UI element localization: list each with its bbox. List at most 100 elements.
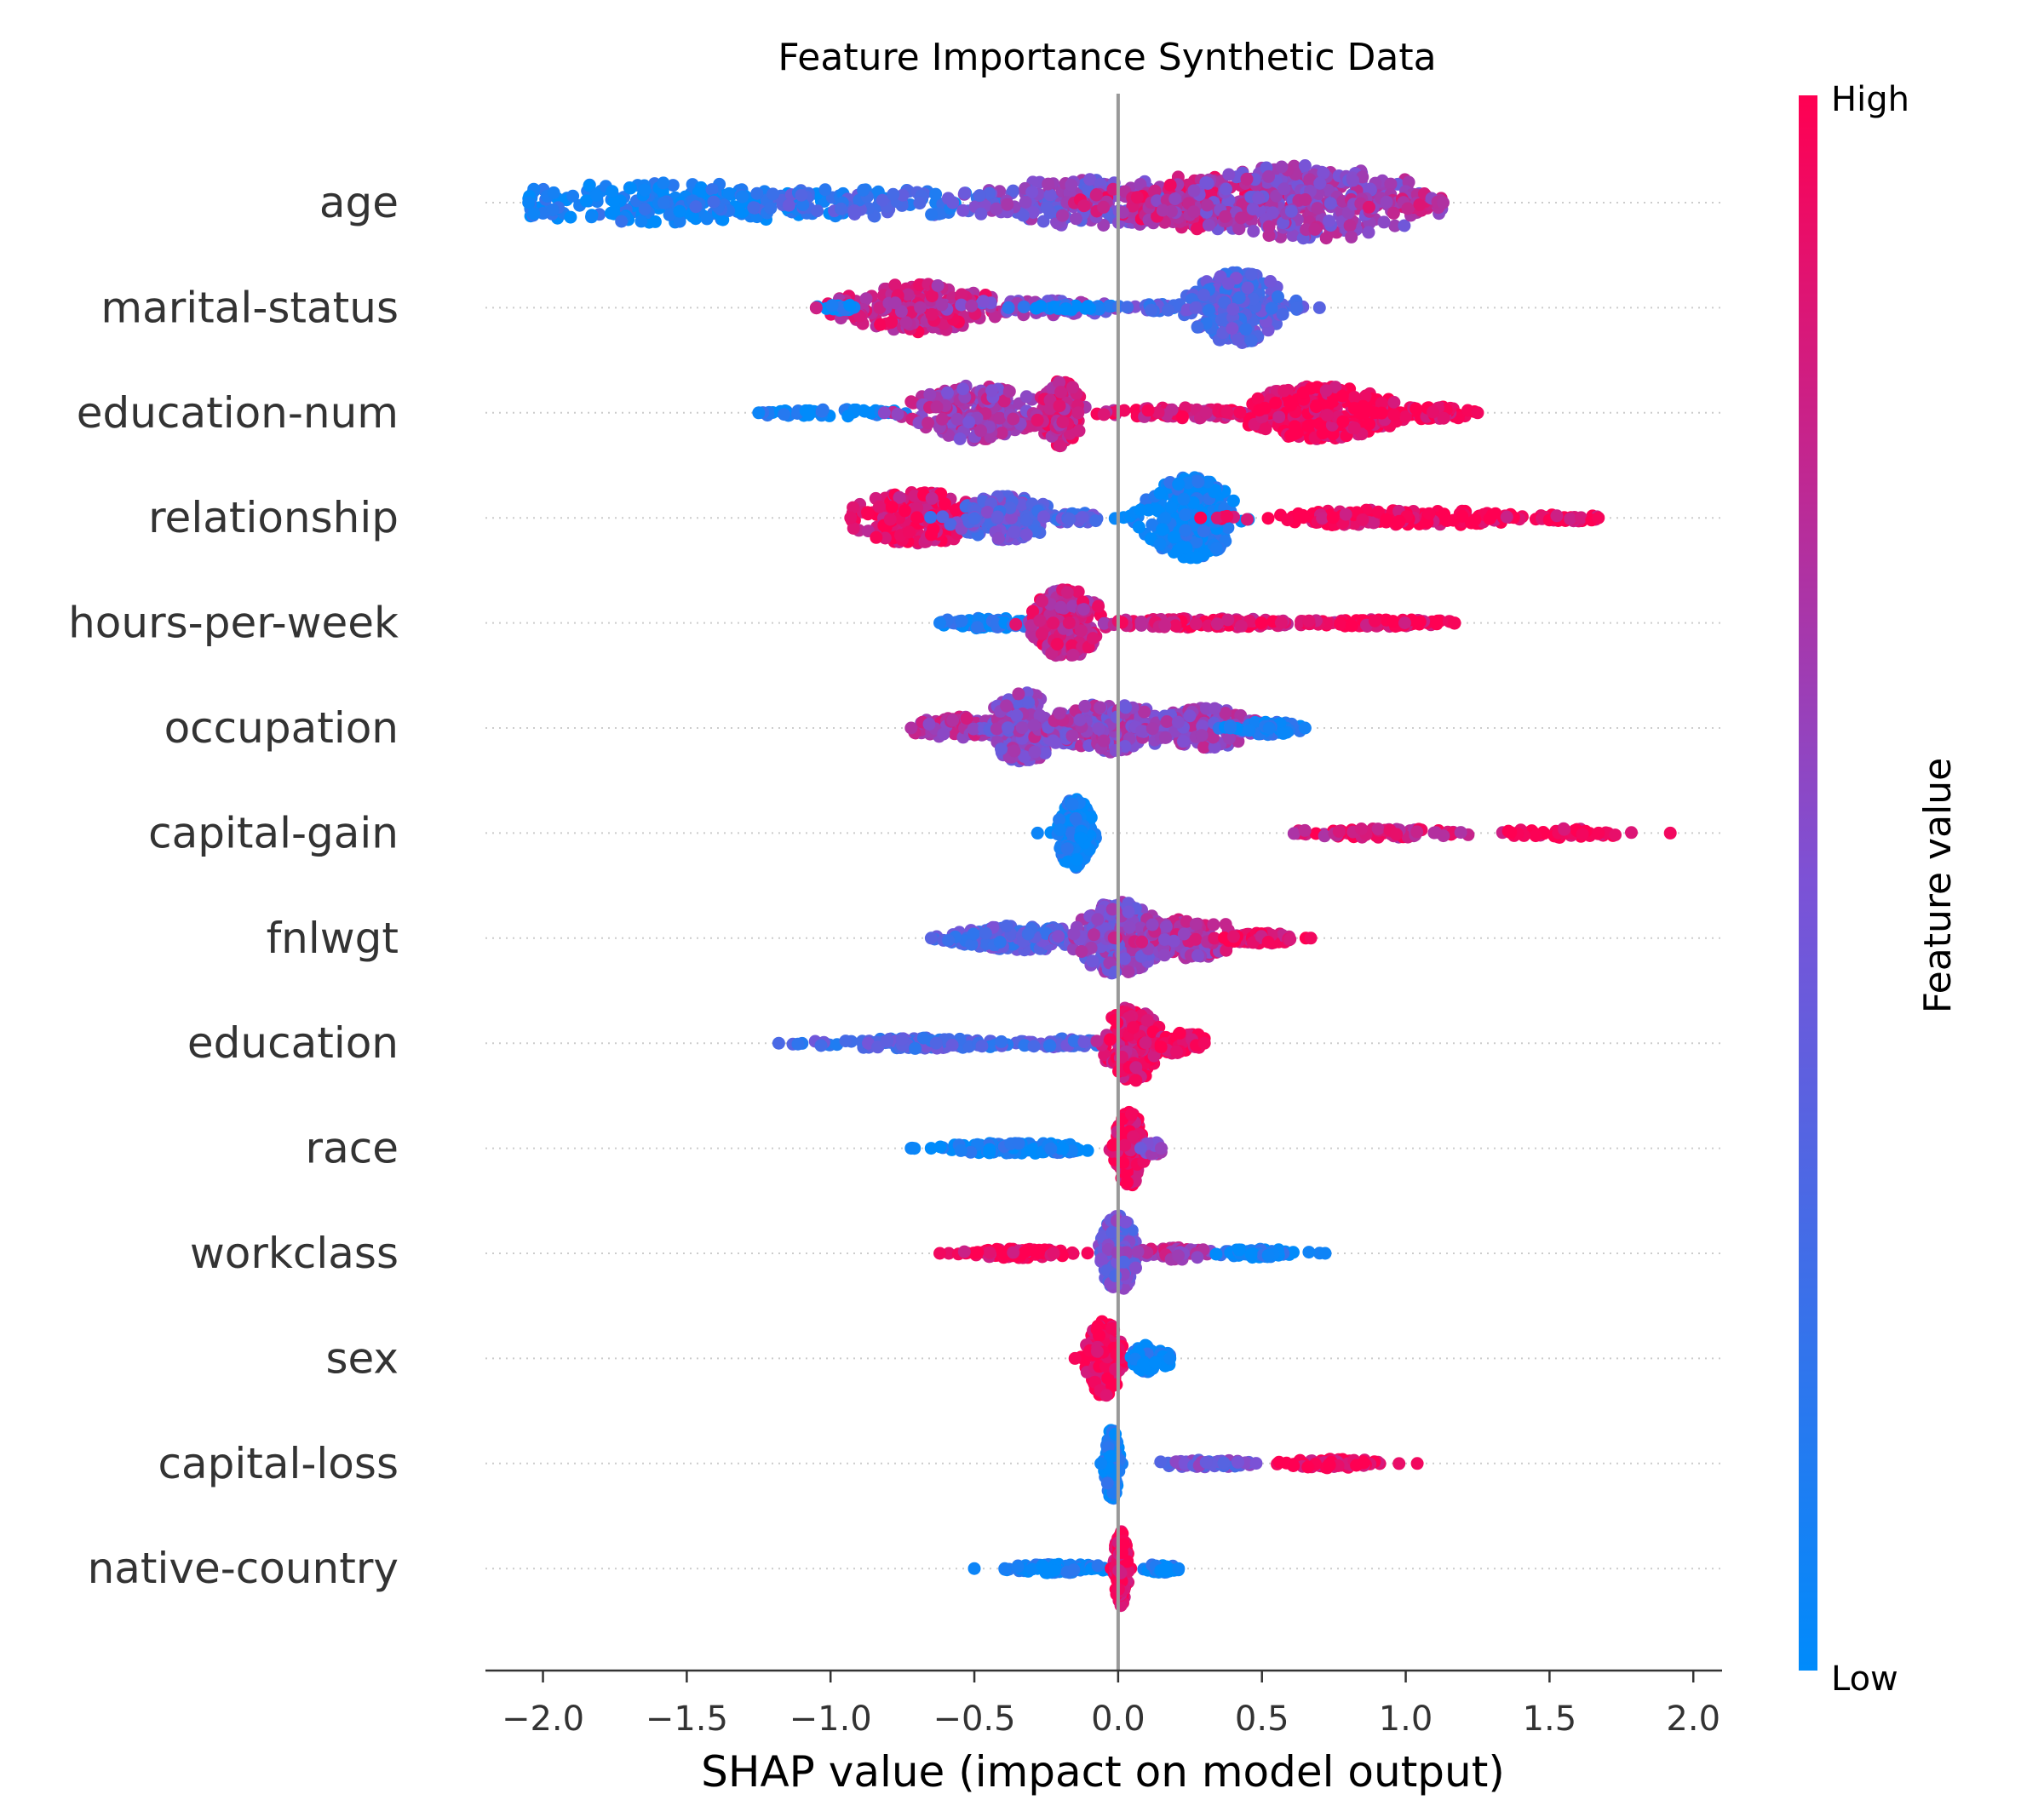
feature-label-race: race xyxy=(306,1124,399,1173)
shap-point xyxy=(1255,616,1268,629)
shap-point xyxy=(1253,404,1266,416)
shap-point xyxy=(1309,223,1322,236)
shap-point xyxy=(1134,504,1147,517)
shap-point xyxy=(1077,511,1089,524)
shap-point xyxy=(887,188,899,201)
shap-point xyxy=(1056,416,1069,428)
shap-point xyxy=(892,408,904,421)
feature-label-workclass: workclass xyxy=(190,1229,399,1278)
shap-point xyxy=(1625,826,1638,839)
shap-point xyxy=(1138,706,1151,719)
shap-point xyxy=(1210,542,1223,554)
shap-point xyxy=(1226,303,1239,316)
shap-point xyxy=(1323,215,1335,227)
shap-point xyxy=(1355,823,1368,835)
shap-point xyxy=(1226,322,1238,335)
shap-point xyxy=(1177,735,1190,748)
shap-point xyxy=(1327,511,1340,524)
feature-label-education: education xyxy=(187,1018,399,1068)
shap-point xyxy=(985,384,998,397)
shap-point xyxy=(1044,188,1057,201)
shap-point xyxy=(946,714,959,726)
shap-point xyxy=(995,742,1008,755)
shap-point xyxy=(1042,178,1054,191)
shap-point xyxy=(848,204,861,217)
shap-point xyxy=(1200,406,1213,419)
shap-point xyxy=(1071,853,1083,866)
shap-point xyxy=(992,532,1005,545)
shap-point xyxy=(590,189,603,202)
shap-point xyxy=(1233,291,1246,304)
shap-point xyxy=(1423,507,1436,520)
shap-point xyxy=(1263,722,1276,735)
shap-point xyxy=(1381,513,1394,526)
feature-label-hours-per-week: hours-per-week xyxy=(68,599,399,648)
shap-point xyxy=(1161,715,1174,728)
shap-point xyxy=(1235,212,1248,225)
shap-point xyxy=(956,204,969,217)
shap-point xyxy=(1018,301,1031,313)
shap-point xyxy=(1087,632,1100,645)
shap-point xyxy=(1333,825,1346,838)
shap-point xyxy=(1357,400,1369,413)
shap-point xyxy=(1203,304,1215,317)
shap-point xyxy=(802,409,815,421)
shap-point xyxy=(1074,832,1087,845)
shap-point xyxy=(886,501,899,513)
shap-point xyxy=(606,185,618,198)
shap-point xyxy=(1222,278,1235,290)
shap-point xyxy=(1066,798,1079,811)
shap-point xyxy=(1047,735,1059,748)
shap-point xyxy=(923,718,936,731)
shap-point xyxy=(1054,399,1066,412)
shap-point xyxy=(1336,416,1349,428)
shap-point xyxy=(1070,212,1082,225)
feature-label-capital-gain: capital-gain xyxy=(148,808,399,857)
shap-point xyxy=(1393,515,1406,528)
shap-point xyxy=(783,199,795,212)
shap-point xyxy=(1028,746,1041,759)
shap-point xyxy=(1172,478,1185,490)
shap-point xyxy=(1288,827,1300,840)
shap-point xyxy=(1363,201,1375,214)
shap-point xyxy=(639,203,652,215)
shap-point xyxy=(914,301,927,314)
shap-point xyxy=(1340,508,1352,521)
shap-point xyxy=(1346,620,1358,633)
shap-point xyxy=(913,197,926,209)
shap-point xyxy=(1146,722,1159,735)
shap-point xyxy=(1183,709,1196,722)
shap-point xyxy=(922,416,934,429)
shap-point xyxy=(1575,511,1588,524)
shap-point xyxy=(1168,192,1181,205)
shap-point xyxy=(1070,812,1082,825)
shap-point xyxy=(1275,161,1288,174)
shap-point xyxy=(1089,514,1102,527)
shap-point xyxy=(795,189,808,202)
shap-point xyxy=(1074,714,1087,726)
shap-point xyxy=(1041,201,1054,214)
shap-point xyxy=(888,278,901,291)
feature-label-native-country: native-country xyxy=(88,1544,399,1593)
shap-point xyxy=(1197,524,1210,537)
shap-point xyxy=(708,196,721,209)
shap-point xyxy=(1297,387,1310,399)
shap-point xyxy=(1321,409,1334,421)
shap-point xyxy=(701,212,714,225)
shap-point xyxy=(657,176,669,189)
shap-point xyxy=(843,299,856,312)
shap-point xyxy=(1165,501,1178,513)
shap-point xyxy=(1592,512,1605,524)
shap-point xyxy=(1501,511,1513,524)
shap-point xyxy=(1378,215,1391,228)
shap-point xyxy=(1162,304,1174,317)
shap-point xyxy=(1051,638,1064,651)
shap-point xyxy=(1344,219,1357,232)
shap-point xyxy=(1437,829,1450,842)
shap-point xyxy=(1003,385,1016,398)
shap-point xyxy=(566,190,579,203)
shap-point xyxy=(706,183,719,196)
shap-point xyxy=(1203,219,1215,232)
shap-point xyxy=(1066,730,1079,742)
shap-point xyxy=(1431,617,1444,630)
